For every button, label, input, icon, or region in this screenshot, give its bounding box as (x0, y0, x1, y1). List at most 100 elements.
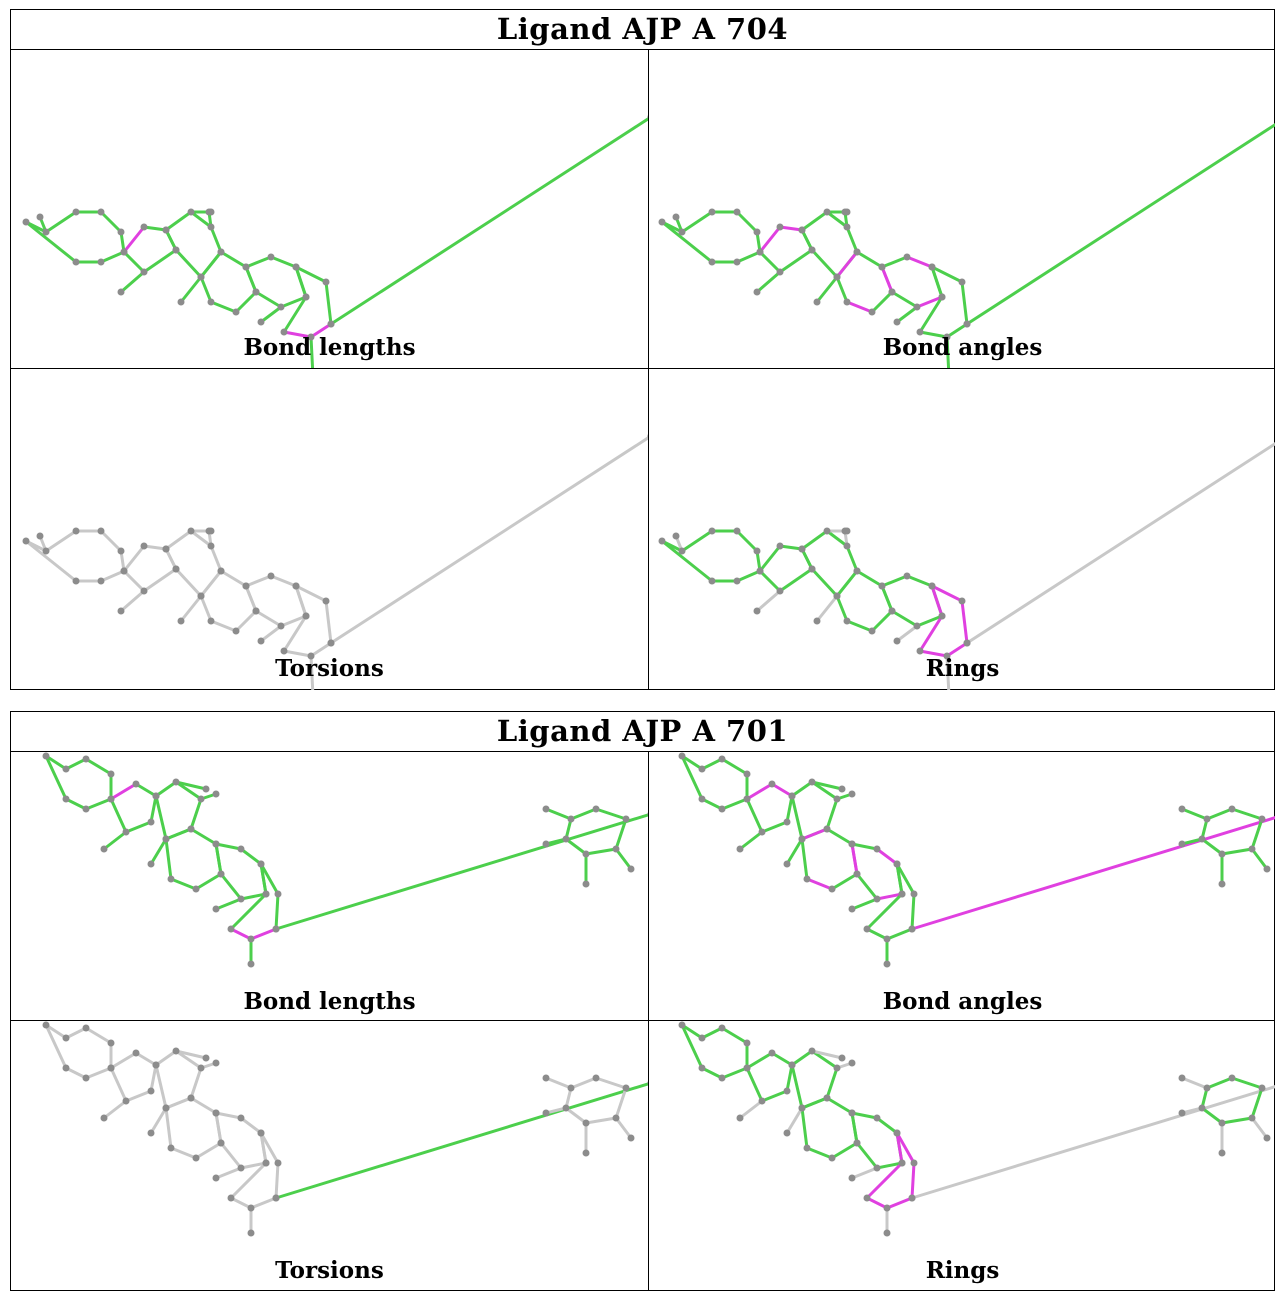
atom (582, 1149, 590, 1157)
atom (893, 318, 901, 326)
atom (743, 795, 751, 803)
atom (698, 1064, 706, 1072)
atom (82, 1024, 90, 1032)
atom (122, 1097, 130, 1105)
bond (810, 780, 839, 801)
atom (743, 1039, 751, 1047)
atom (958, 278, 966, 286)
atom (167, 1144, 175, 1152)
bond (142, 225, 168, 232)
bond (835, 594, 849, 623)
atom (928, 582, 936, 590)
linker-bond (274, 813, 648, 931)
atom (1248, 845, 1256, 853)
bond (199, 250, 223, 279)
bond (800, 228, 814, 252)
atom (672, 213, 680, 221)
bond (122, 544, 146, 573)
bond (905, 255, 934, 269)
bond (149, 794, 158, 824)
atom (783, 1129, 791, 1137)
atom (853, 248, 861, 256)
atom (798, 545, 806, 553)
linker-bond (329, 436, 648, 645)
bond (102, 830, 128, 851)
atom (1178, 840, 1186, 848)
atom (327, 320, 335, 328)
atom (943, 333, 951, 341)
atom (803, 1144, 811, 1152)
row-divider (11, 1020, 1275, 1021)
bond (845, 225, 859, 254)
atom (197, 795, 205, 803)
atom (280, 647, 288, 655)
bond (745, 1051, 774, 1070)
atom (678, 228, 686, 236)
atom (97, 208, 105, 216)
atom (928, 263, 936, 271)
atom (1178, 1109, 1186, 1117)
bond (142, 248, 178, 274)
bond (945, 641, 969, 658)
atom (147, 860, 155, 868)
atom (873, 1164, 881, 1172)
atom (878, 263, 886, 271)
atom (958, 597, 966, 605)
bond (910, 1161, 916, 1200)
atom (172, 246, 180, 254)
atom (212, 1109, 220, 1117)
bond (134, 782, 158, 798)
bond (800, 547, 814, 571)
bond (910, 892, 916, 931)
bond (244, 584, 258, 613)
atom (582, 850, 590, 858)
bond (680, 1023, 704, 1040)
molecule-diagram (678, 1021, 1275, 1237)
atom (963, 639, 971, 647)
bond (778, 248, 814, 274)
atom (217, 1139, 225, 1147)
atom (708, 258, 716, 266)
atom (843, 542, 851, 550)
linker-bond (965, 441, 1275, 645)
atom (718, 1074, 726, 1082)
bond (544, 1076, 573, 1090)
bond (660, 539, 714, 583)
atom (562, 1104, 570, 1112)
bond (142, 567, 178, 593)
atom (843, 223, 851, 231)
bond (174, 567, 203, 598)
bond (680, 754, 704, 771)
atom (117, 607, 125, 615)
atom (798, 1104, 806, 1112)
atom (227, 925, 235, 933)
bond (64, 757, 88, 771)
bond (564, 837, 588, 856)
atom (257, 1129, 265, 1137)
bond (800, 1096, 829, 1110)
bond (154, 1063, 168, 1110)
bond (99, 569, 126, 583)
bond (875, 1116, 899, 1135)
bond (269, 255, 298, 269)
bond (770, 1051, 794, 1067)
bond (845, 300, 874, 314)
bond (122, 250, 146, 274)
bond (279, 295, 308, 309)
linker-bond (329, 117, 648, 326)
atom (627, 1134, 635, 1142)
atom (542, 1074, 550, 1082)
bond (870, 609, 894, 633)
bond (825, 827, 854, 846)
atom (678, 1021, 686, 1029)
atom (783, 818, 791, 826)
bond (1205, 807, 1234, 821)
bond (614, 1086, 628, 1120)
atom (267, 572, 275, 580)
atom (172, 778, 180, 786)
atom (678, 752, 686, 760)
atom (162, 226, 170, 234)
atom (207, 298, 215, 306)
panel-bond-lengths: Bond lengths (11, 50, 648, 368)
bond (870, 290, 894, 314)
